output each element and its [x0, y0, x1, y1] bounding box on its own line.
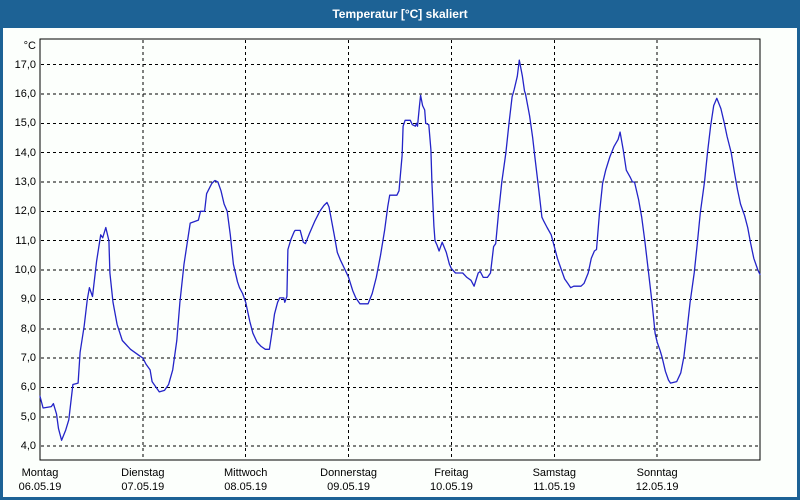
x-weekday-label: Samstag — [532, 467, 576, 479]
y-tick-label: 10,0 — [14, 264, 36, 277]
x-day-label: Montag 06.05.19 — [0, 466, 100, 494]
x-date-label: 10.05.19 — [430, 481, 473, 493]
y-tick-label: 13,0 — [14, 175, 36, 188]
y-tick-label: 16,0 — [14, 87, 36, 100]
y-tick-label: 17,0 — [14, 58, 36, 71]
x-day-label: Samstag 11.05.19 — [494, 466, 614, 494]
y-tick-label: 7,0 — [20, 352, 36, 365]
x-weekday-label: Sonntag — [636, 467, 678, 479]
window-title: Temperatur [°C] skaliert — [332, 7, 468, 21]
x-date-label: 07.05.19 — [121, 481, 165, 493]
y-tick-label: 6,0 — [20, 381, 36, 394]
y-tick-label: 8,0 — [20, 322, 36, 335]
y-tick-label: 12,0 — [14, 205, 36, 218]
y-tick-label: 4,0 — [20, 440, 36, 453]
x-date-label: 08.05.19 — [224, 481, 268, 493]
x-day-label: Freitag 10.05.19 — [391, 466, 511, 494]
y-tick-label: 9,0 — [20, 293, 36, 306]
x-date-label: 06.05.19 — [18, 481, 62, 493]
x-day-label: Sonntag 12.05.19 — [597, 466, 717, 494]
x-weekday-label: Mittwoch — [224, 467, 268, 479]
x-weekday-label: Montag — [21, 467, 59, 479]
x-day-label: Mittwoch 08.05.19 — [186, 466, 306, 494]
x-weekday-label: Dienstag — [121, 467, 165, 479]
x-date-label: 09.05.19 — [327, 481, 370, 493]
x-weekday-label: Donnerstag — [320, 467, 377, 479]
y-tick-label: 14,0 — [14, 146, 36, 159]
x-date-label: 12.05.19 — [635, 481, 679, 493]
y-tick-label: 11,0 — [15, 234, 36, 247]
y-tick-label: 5,0 — [20, 410, 36, 423]
x-day-label: Dienstag 07.05.19 — [83, 466, 203, 494]
window-titlebar[interactable]: Temperatur [°C] skaliert — [0, 0, 800, 28]
x-day-label: Donnerstag 09.05.19 — [289, 466, 409, 494]
chart-container — [3, 28, 797, 497]
y-tick-label: 15,0 — [14, 117, 36, 130]
y-axis-unit-label: °C — [23, 40, 36, 52]
plot-frame — [39, 38, 761, 461]
x-date-label: 11.05.19 — [533, 481, 576, 493]
x-weekday-label: Freitag — [434, 467, 469, 479]
temperature-line — [39, 59, 761, 441]
